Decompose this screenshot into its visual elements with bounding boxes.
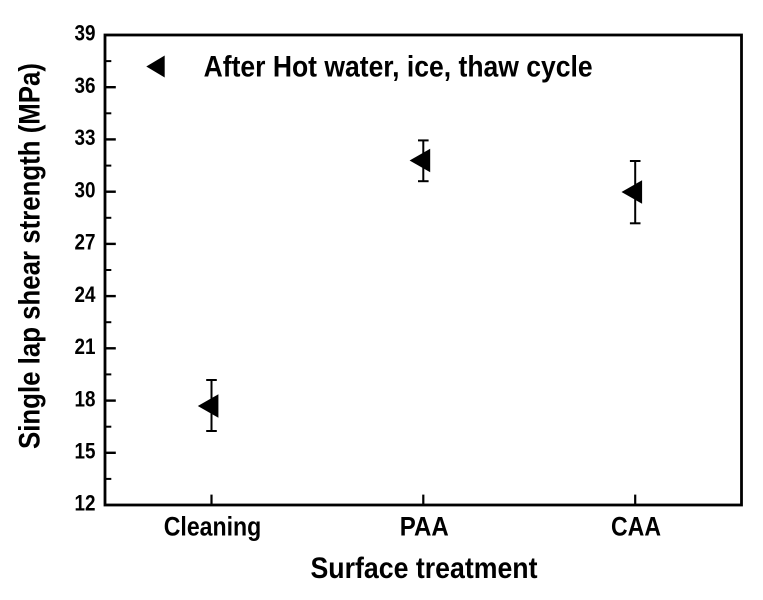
svg-text:39: 39 — [75, 21, 96, 46]
svg-text:12: 12 — [75, 491, 96, 516]
svg-text:CAA: CAA — [611, 511, 661, 541]
svg-text:Surface treatment: Surface treatment — [311, 552, 538, 585]
svg-text:27: 27 — [75, 230, 96, 255]
svg-text:33: 33 — [75, 125, 96, 150]
svg-text:After Hot water, ice, thaw cyc: After Hot water, ice, thaw cycle — [204, 51, 593, 84]
svg-text:36: 36 — [75, 73, 96, 98]
svg-text:15: 15 — [75, 439, 96, 464]
svg-text:21: 21 — [75, 334, 96, 359]
svg-text:18: 18 — [75, 386, 96, 411]
svg-text:Single lap shear strength (MPa: Single lap shear strength (MPa) — [14, 63, 47, 449]
svg-text:PAA: PAA — [400, 511, 449, 541]
svg-text:Cleaning: Cleaning — [164, 511, 262, 541]
svg-text:30: 30 — [75, 177, 96, 202]
svg-text:24: 24 — [75, 282, 96, 307]
